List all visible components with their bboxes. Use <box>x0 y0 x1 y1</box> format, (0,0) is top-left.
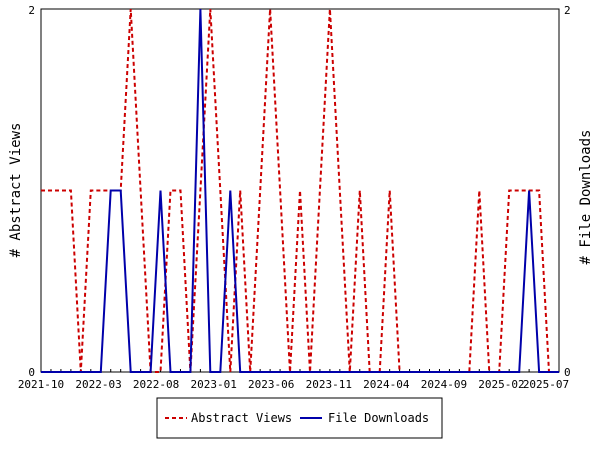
x-tick-label: 2023-01 <box>191 378 237 391</box>
x-tick-labels: 2021-10 2022-03 2022-08 2023-01 2023-06 … <box>18 378 569 391</box>
x-tick-label: 2023-06 <box>248 378 294 391</box>
x-tick-label: 2022-03 <box>75 378 121 391</box>
legend: Abstract Views File Downloads <box>156 397 443 439</box>
y-right-axis-title: # File Downloads <box>578 130 594 265</box>
y-right-tick-bottom: 0 <box>564 366 571 379</box>
x-tick-label: 2022-08 <box>133 378 179 391</box>
y-left-axis-title: # Abstract Views <box>8 123 24 258</box>
y-left-tick-top: 2 <box>28 4 35 17</box>
x-tick-label: 2023-11 <box>306 378 352 391</box>
series-line-abstract-views <box>41 8 559 373</box>
y-right-tick-top: 2 <box>564 4 571 17</box>
x-tick-label: 2024-09 <box>421 378 467 391</box>
legend-label-file-downloads: File Downloads <box>328 411 429 425</box>
series-layer <box>41 8 559 373</box>
y-left-tick-bottom: 0 <box>28 366 35 379</box>
x-tick-label: 2024-04 <box>363 378 410 391</box>
legend-label-abstract-views: Abstract Views <box>191 411 292 425</box>
legend-box <box>156 397 443 439</box>
x-tick-label: 2025-02 <box>478 378 524 391</box>
x-tick-label: 2021-10 <box>18 378 64 391</box>
x-tick-label: 2025-07 <box>523 378 569 391</box>
series-line-file-downloads <box>41 8 559 373</box>
